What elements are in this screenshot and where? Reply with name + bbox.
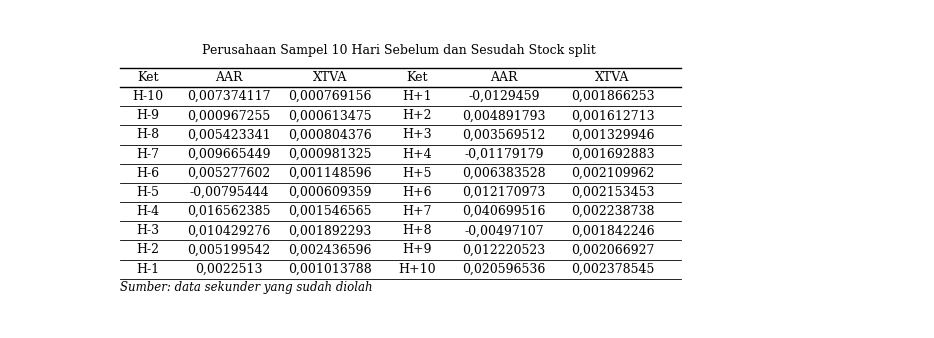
Text: -0,00795444: -0,00795444 [189, 186, 269, 199]
Text: 0,000804376: 0,000804376 [289, 128, 372, 142]
Text: 0,012170973: 0,012170973 [462, 186, 545, 199]
Text: H+7: H+7 [403, 205, 432, 218]
Text: H+5: H+5 [403, 167, 432, 180]
Text: 0,002436596: 0,002436596 [289, 243, 372, 257]
Text: -0,00497107: -0,00497107 [464, 224, 544, 237]
Text: 0,002378545: 0,002378545 [571, 263, 655, 275]
Text: Perusahaan Sampel 10 Hari Sebelum dan Sesudah Stock split: Perusahaan Sampel 10 Hari Sebelum dan Se… [202, 45, 596, 57]
Text: 0,001842246: 0,001842246 [571, 224, 655, 237]
Text: H-9: H-9 [136, 109, 160, 122]
Text: 0,002109962: 0,002109962 [571, 167, 655, 180]
Text: 0,001866253: 0,001866253 [571, 90, 655, 103]
Text: 0,010429276: 0,010429276 [187, 224, 271, 237]
Text: 0,012220523: 0,012220523 [462, 243, 545, 257]
Text: H+3: H+3 [403, 128, 432, 142]
Text: 0,000981325: 0,000981325 [289, 148, 372, 161]
Text: Ket: Ket [137, 71, 159, 84]
Text: 0,004891793: 0,004891793 [462, 109, 545, 122]
Text: 0,009665449: 0,009665449 [187, 148, 271, 161]
Text: AAR: AAR [490, 71, 517, 84]
Text: 0,001329946: 0,001329946 [571, 128, 655, 142]
Text: 0,001692883: 0,001692883 [571, 148, 655, 161]
Text: 0,002238738: 0,002238738 [571, 205, 655, 218]
Text: 0,005277602: 0,005277602 [188, 167, 271, 180]
Text: 0,001013788: 0,001013788 [289, 263, 372, 275]
Text: 0,000609359: 0,000609359 [289, 186, 372, 199]
Text: H-8: H-8 [136, 128, 160, 142]
Text: 0,016562385: 0,016562385 [187, 205, 271, 218]
Text: H-2: H-2 [136, 243, 160, 257]
Text: 0,003569512: 0,003569512 [462, 128, 545, 142]
Text: 0,005423341: 0,005423341 [187, 128, 271, 142]
Text: H-6: H-6 [136, 167, 160, 180]
Text: H+4: H+4 [403, 148, 432, 161]
Text: Sumber: data sekunder yang sudah diolah: Sumber: data sekunder yang sudah diolah [120, 281, 373, 294]
Text: H-1: H-1 [136, 263, 160, 275]
Text: H+2: H+2 [403, 109, 432, 122]
Text: 0,0022513: 0,0022513 [195, 263, 262, 275]
Text: H-10: H-10 [133, 90, 163, 103]
Text: H+1: H+1 [403, 90, 432, 103]
Text: 0,002066927: 0,002066927 [571, 243, 655, 257]
Text: H+10: H+10 [398, 263, 436, 275]
Text: 0,001148596: 0,001148596 [289, 167, 372, 180]
Text: XTVA: XTVA [313, 71, 347, 84]
Text: 0,002153453: 0,002153453 [571, 186, 655, 199]
Text: 0,000613475: 0,000613475 [289, 109, 372, 122]
Text: 0,006383528: 0,006383528 [462, 167, 545, 180]
Text: -0,0129459: -0,0129459 [468, 90, 540, 103]
Text: 0,020596536: 0,020596536 [462, 263, 545, 275]
Text: Ket: Ket [406, 71, 428, 84]
Text: XTVA: XTVA [595, 71, 630, 84]
Text: H-7: H-7 [136, 148, 160, 161]
Text: 0,007374117: 0,007374117 [187, 90, 271, 103]
Text: 0,001546565: 0,001546565 [289, 205, 372, 218]
Text: 0,040699516: 0,040699516 [462, 205, 545, 218]
Text: 0,001612713: 0,001612713 [571, 109, 655, 122]
Text: H+8: H+8 [403, 224, 432, 237]
Text: 0,000967255: 0,000967255 [188, 109, 271, 122]
Text: H+9: H+9 [403, 243, 432, 257]
Text: H-3: H-3 [136, 224, 160, 237]
Text: 0,005199542: 0,005199542 [188, 243, 271, 257]
Text: H-4: H-4 [136, 205, 160, 218]
Text: H+6: H+6 [403, 186, 432, 199]
Text: 0,000769156: 0,000769156 [289, 90, 372, 103]
Text: -0,01179179: -0,01179179 [464, 148, 544, 161]
Text: AAR: AAR [215, 71, 243, 84]
Text: H-5: H-5 [136, 186, 160, 199]
Text: 0,001892293: 0,001892293 [289, 224, 372, 237]
